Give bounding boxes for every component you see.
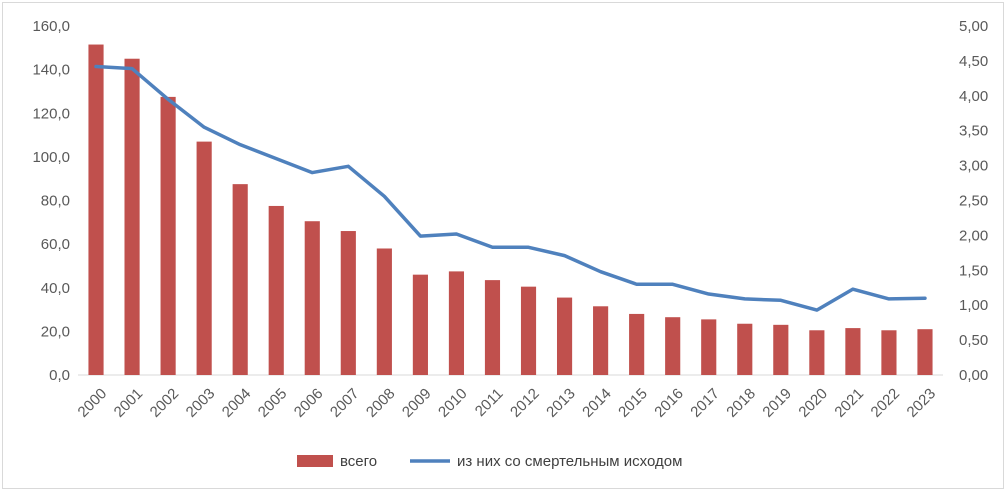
x-tick-label: 2019 (759, 385, 795, 421)
y-right-tick-label: 3,50 (959, 123, 988, 140)
bar-2013 (556, 297, 573, 375)
x-tick-label: 2014 (579, 385, 615, 421)
x-tick-label: 2013 (543, 385, 579, 421)
y-left-tick-label: 160,0 (32, 18, 70, 35)
bar-2005 (268, 205, 284, 375)
legend-label-bar: всего (340, 453, 377, 470)
y-right-tick-label: 3,00 (959, 158, 988, 175)
y-left-tick-label: 0,0 (49, 367, 70, 384)
x-tick-label: 2000 (75, 385, 111, 421)
y-right-tick-label: 4,00 (959, 88, 988, 105)
x-tick-label: 2008 (363, 385, 399, 421)
x-tick-label: 2020 (795, 385, 831, 421)
bar-2016 (665, 317, 681, 375)
line-fatal (94, 64, 927, 312)
bar-2014 (593, 306, 609, 375)
bar-2004 (232, 184, 248, 375)
bar-2001 (124, 58, 140, 375)
y-right-tick-label: 5,00 (959, 18, 988, 35)
y-right-tick-label: 1,00 (959, 297, 988, 314)
y-right-tick-label: 0,50 (959, 332, 988, 349)
y-right-tick-label: 1,50 (959, 262, 988, 279)
x-tick-label: 2001 (111, 385, 147, 421)
x-tick-label: 2004 (219, 385, 255, 421)
bar-2007 (340, 231, 356, 375)
x-tick-label: 2007 (327, 385, 363, 421)
legend: всего из них со смертельным исходом (297, 453, 682, 470)
bar-2015 (629, 313, 645, 375)
x-tick-label: 2021 (831, 385, 867, 421)
y-left-tick-label: 140,0 (32, 62, 70, 79)
bar-2020 (809, 330, 825, 375)
x-tick-label: 2015 (615, 385, 651, 421)
y-right-tick-label: 0,00 (959, 367, 988, 384)
x-tick-label: 2002 (147, 385, 183, 421)
x-tick-label: 2016 (651, 385, 687, 421)
x-tick-label: 2017 (687, 385, 723, 421)
bar-2022 (881, 330, 897, 375)
legend-swatch-bar (297, 455, 333, 467)
bar-2006 (304, 221, 320, 375)
bar-2021 (845, 328, 861, 375)
y-left-tick-label: 60,0 (41, 236, 70, 253)
line-series (94, 64, 927, 312)
bar-2012 (520, 286, 537, 375)
bar-series (88, 44, 933, 375)
legend-label-line: из них со смертельным исходом (457, 453, 682, 470)
x-tick-label: 2023 (904, 385, 940, 421)
x-tick-label: 2009 (399, 385, 435, 421)
bar-2010 (448, 271, 465, 375)
bar-2011 (484, 280, 501, 375)
y-left-tick-label: 120,0 (32, 105, 70, 122)
y-right-tick-label: 2,50 (959, 193, 988, 210)
bar-2019 (773, 324, 789, 375)
x-tick-label: 2005 (255, 385, 291, 421)
x-tick-label: 2006 (291, 385, 327, 421)
x-tick-label: 2003 (183, 385, 219, 421)
bar-2018 (737, 323, 753, 375)
y-left-tick-label: 40,0 (41, 280, 70, 297)
bar-2008 (376, 248, 392, 375)
bar-2023 (917, 329, 933, 375)
x-tick-label: 2018 (723, 385, 759, 421)
y-right-tick-label: 4,50 (959, 53, 988, 70)
tick-labels: 0,0 20,0 40,0 60,0 80,0 100,0 120,0 140,0 160,0 0… (32, 18, 988, 421)
y-left-tick-label: 80,0 (41, 193, 70, 210)
bar-2009 (412, 274, 428, 375)
y-left-tick-label: 100,0 (32, 149, 70, 166)
y-left-tick-label: 20,0 (41, 323, 70, 340)
bar-2000 (88, 44, 104, 375)
y-right-tick-label: 2,00 (959, 227, 988, 244)
bar-2017 (701, 319, 717, 375)
bar-2003 (196, 141, 212, 375)
x-tick-label: 2011 (472, 385, 507, 420)
x-tick-label: 2022 (868, 385, 904, 421)
x-tick-label: 2010 (435, 385, 471, 421)
x-tick-label: 2012 (507, 385, 543, 421)
bar-2002 (160, 96, 176, 375)
